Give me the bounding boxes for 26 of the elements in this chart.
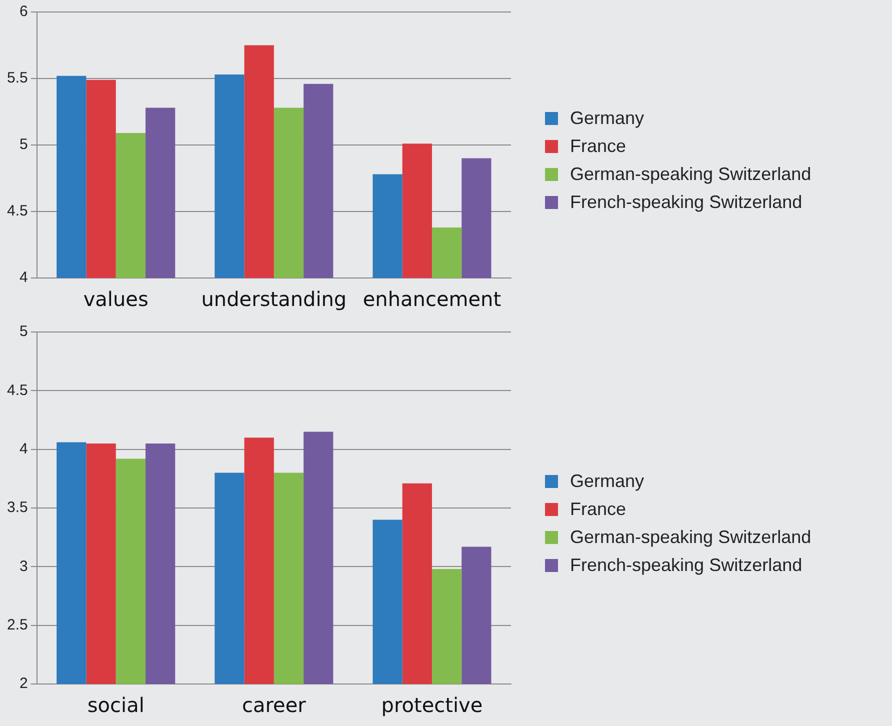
x-tick-label: career xyxy=(242,693,307,718)
legend-label: France xyxy=(570,498,626,520)
x-tick-label: values xyxy=(83,287,148,312)
y-tick-label: 4 xyxy=(20,440,28,458)
y-tick-label: 5 xyxy=(20,323,28,340)
x-tick-label: enhancement xyxy=(362,287,502,312)
y-tick-label: 4 xyxy=(20,269,28,286)
y-tick-label: 2 xyxy=(20,675,28,692)
legend-label: German-speaking Switzerland xyxy=(570,164,812,184)
y-tick-label: 2.5 xyxy=(6,616,28,634)
legend-label: German-speaking Switzerland xyxy=(570,526,812,548)
x-tick-label: understanding xyxy=(201,287,347,312)
y-tick-label: 6 xyxy=(20,3,28,20)
legend-label: French-speaking Switzerland xyxy=(570,192,802,212)
legend-label: French-speaking Switzerland xyxy=(570,554,802,576)
legend-label: Germany xyxy=(570,470,644,492)
y-tick-label: 3 xyxy=(20,558,28,575)
x-tick-label: protective xyxy=(381,693,483,718)
y-tick-label: 5.5 xyxy=(6,70,28,87)
y-tick-label: 4.5 xyxy=(6,382,28,399)
legend-label: Germany xyxy=(570,108,644,128)
y-tick-label: 4.5 xyxy=(6,202,28,220)
y-tick-label: 5 xyxy=(20,136,28,154)
y-tick-label: 3.5 xyxy=(6,499,28,516)
legend-label: France xyxy=(570,136,626,156)
x-tick-label: social xyxy=(87,693,144,718)
